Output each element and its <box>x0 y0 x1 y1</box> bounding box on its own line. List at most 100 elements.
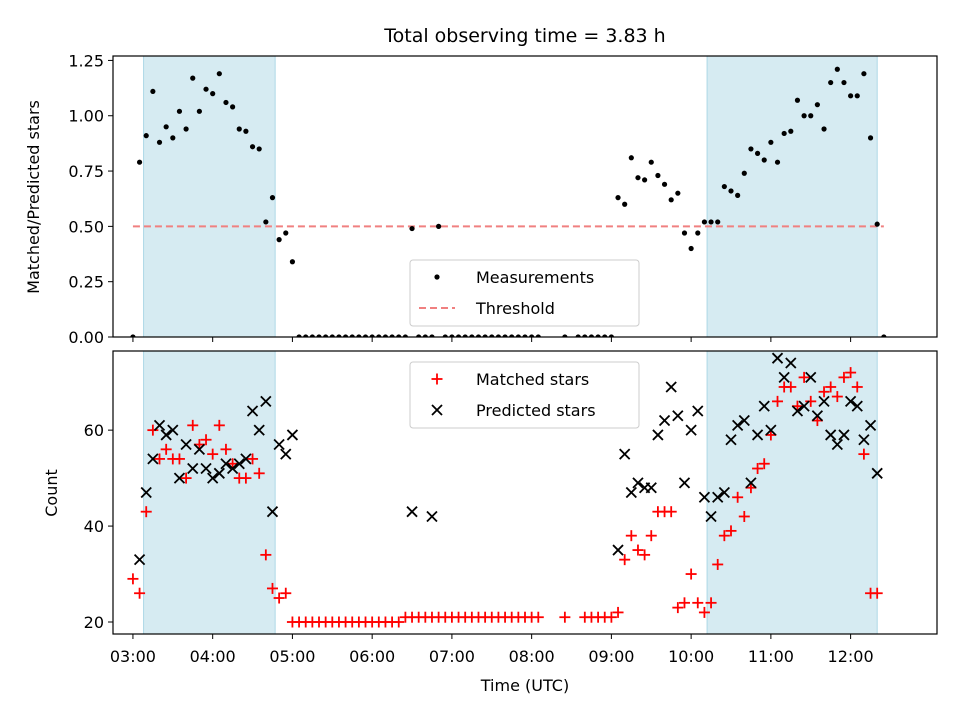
matched-stars-marker <box>220 443 232 455</box>
predicted-stars-marker <box>280 448 292 460</box>
measurements-point <box>761 157 767 163</box>
matched-stars-marker <box>785 381 797 393</box>
measurements-point <box>814 102 820 108</box>
predicted-stars-marker <box>273 438 285 451</box>
predicted-stars-marker <box>745 477 757 489</box>
top-ytick-label: 0.25 <box>68 273 104 292</box>
matched-stars-marker <box>798 371 810 383</box>
matched-stars-marker <box>831 391 843 403</box>
matched-stars-marker <box>692 597 704 609</box>
matched-stars-marker <box>559 611 571 623</box>
measurements-point <box>768 139 774 145</box>
measurements-point <box>263 219 269 225</box>
bottom-shaded-interval <box>143 351 276 634</box>
measurements-point <box>249 144 256 150</box>
measurements-point <box>588 334 595 337</box>
xtick-label: 11:00 <box>748 647 794 666</box>
predicted-stars-marker <box>240 453 252 465</box>
predicted-stars-marker <box>864 419 877 431</box>
measurements-point <box>529 334 535 337</box>
matched-stars-marker <box>678 597 690 609</box>
predicted-stars-marker <box>140 486 152 499</box>
bottom-shaded-interval <box>706 351 878 634</box>
measurements-point <box>329 334 335 337</box>
measurements-point <box>409 225 415 232</box>
predicted-stars-marker <box>732 419 744 431</box>
top-legend-box <box>409 259 640 327</box>
measurements-point <box>801 113 807 119</box>
measurements-point <box>449 334 455 337</box>
matched-stars-marker <box>127 573 139 585</box>
predicted-stars-marker <box>771 352 784 364</box>
measurements-point <box>635 175 641 181</box>
measurements-point <box>170 135 176 141</box>
predicted-stars-marker <box>187 462 199 475</box>
measurements-point <box>283 230 289 236</box>
measurements-point <box>196 108 202 114</box>
bottom-ytick-label: 40 <box>84 517 104 536</box>
measurements-legend-label: Measurements <box>476 268 594 287</box>
matched-stars-marker <box>725 525 737 537</box>
matched-stars-marker <box>180 472 192 484</box>
measurements-point <box>455 334 462 337</box>
measurements-point <box>210 91 216 97</box>
measurements-point <box>509 334 515 337</box>
predicted-stars-marker <box>286 429 299 441</box>
measurements-point <box>628 155 634 161</box>
predicted-stars-marker <box>220 458 232 470</box>
xtick-label: 12:00 <box>828 647 874 666</box>
bottom-plot-area <box>127 351 883 634</box>
measurements-point <box>376 334 382 337</box>
measurements-point <box>728 188 734 194</box>
measurements-point <box>223 99 229 106</box>
predicted-stars-marker <box>406 506 418 518</box>
measurements-point <box>303 334 309 337</box>
measurements-point <box>382 334 389 337</box>
measurements-point <box>688 245 694 252</box>
measurements-point <box>362 334 369 337</box>
top-ylabel: Matched/Predicted stars <box>24 100 43 294</box>
predicted-stars-marker <box>738 414 750 427</box>
matched-stars-marker <box>173 453 185 465</box>
measurements-point <box>495 334 502 337</box>
predicted-stars-marker <box>147 453 159 465</box>
bottom-legend: Matched stars Predicted stars <box>409 361 640 429</box>
matched-stars-marker <box>240 472 252 484</box>
chart-title: Total observing time = 3.83 h <box>383 25 665 47</box>
matched-stars-marker <box>712 558 724 570</box>
matched-stars-marker <box>851 381 863 393</box>
measurements-point <box>256 146 262 152</box>
measurements-point <box>183 126 189 132</box>
measurements-point <box>615 195 621 201</box>
measurements-point <box>562 334 568 337</box>
measurements-point <box>695 230 701 236</box>
predicted-stars-marker <box>825 429 837 441</box>
matched-stars-marker <box>134 587 146 599</box>
predicted-stars-marker <box>678 477 691 489</box>
measurements-point <box>781 130 787 137</box>
predicted-stars-marker <box>805 371 817 384</box>
predicted-stars-marker <box>851 400 863 412</box>
matched-stars-marker <box>718 530 730 542</box>
measurements-point <box>515 334 521 337</box>
matched-stars-marker <box>858 448 870 460</box>
measurements-point <box>190 75 196 81</box>
measurements-point <box>369 334 375 337</box>
measurements-legend-swatch <box>434 274 440 280</box>
matched-stars-legend-label: Matched stars <box>476 370 589 389</box>
matched-stars-marker <box>632 544 644 556</box>
predicted-stars-marker <box>871 467 883 479</box>
measurements-point <box>349 334 355 337</box>
measurements-point <box>675 190 681 196</box>
predicted-stars-marker <box>778 371 790 384</box>
measurements-point <box>436 223 442 229</box>
measurements-point <box>821 126 827 132</box>
top-plot-area <box>130 56 887 337</box>
predicted-stars-marker <box>253 424 265 436</box>
predicted-stars-marker <box>426 510 438 523</box>
measurements-point <box>735 192 741 198</box>
xtick-label: 05:00 <box>269 647 315 666</box>
matched-stars-marker <box>625 530 637 542</box>
xtick-label: 03:00 <box>110 647 156 666</box>
measurements-point <box>323 334 329 337</box>
